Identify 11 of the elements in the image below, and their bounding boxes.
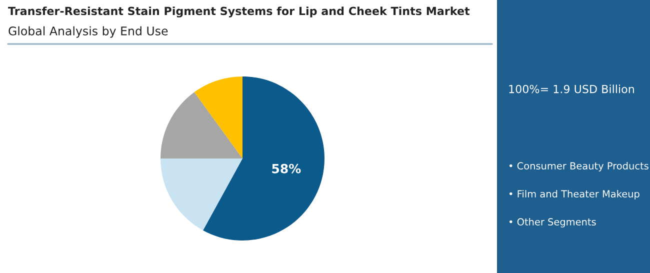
chart-subtitle: Global Analysis by End Use [8, 26, 168, 38]
pie-slice [160, 158, 242, 230]
text: 100%= 1.9 USD Billion [509, 84, 634, 94]
pie-slice [202, 76, 324, 240]
chart-title: Transfer-Resistant Stain Pigment Systems for Lip and Cheek Tints Market [8, 6, 470, 18]
text: • Other Segments [509, 218, 596, 228]
text: • Film and Theater Makeup [509, 190, 640, 200]
pie-slice [160, 92, 242, 158]
data-label: 58% [272, 164, 301, 174]
pie-slice [194, 76, 242, 158]
text: • Consumer Beauty Products [509, 162, 648, 172]
